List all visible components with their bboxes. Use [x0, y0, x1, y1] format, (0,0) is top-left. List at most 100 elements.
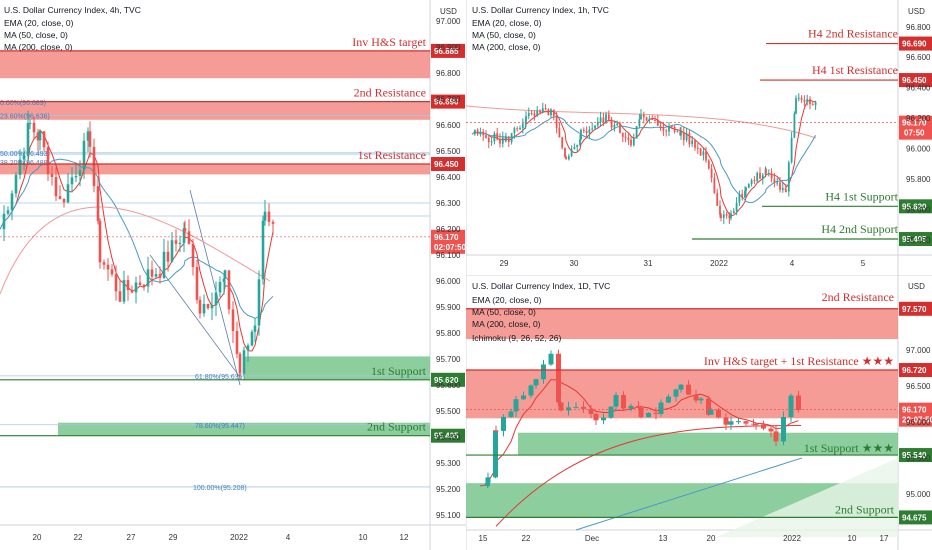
- h1-candle-body: [567, 156, 570, 160]
- h4-y-tick: 95.100: [436, 511, 461, 520]
- d1-candle-body: [743, 421, 749, 424]
- h4-y-tick: 95.700: [436, 355, 461, 364]
- d1-last-price: 96.170: [902, 406, 927, 415]
- h4-candle-body: [50, 173, 54, 178]
- d1-countdown: 22:07:50: [902, 416, 932, 425]
- h1-candle-body: [605, 114, 607, 123]
- h4-price-tag: 95.620: [434, 376, 459, 385]
- h4-y-tick: 95.900: [436, 303, 461, 312]
- h1-candle-body: [688, 133, 691, 145]
- h4-candle-body: [130, 290, 134, 293]
- h4-candle-body: [78, 170, 82, 176]
- h4-fib-label: 50.00%(96.493): [0, 151, 50, 158]
- h1-candle-body: [490, 141, 493, 143]
- h4-fib-label: 0.00%(96.689): [0, 100, 46, 107]
- d1-y-tick: 96.500: [906, 382, 931, 391]
- h4-y-tick: 96.400: [436, 173, 461, 182]
- h4-countdown: 02:07:50: [434, 243, 466, 252]
- h1-candle-body: [539, 110, 541, 113]
- h4-candle-body: [114, 274, 118, 292]
- h1-candle-body: [487, 137, 490, 143]
- h1-candle-body: [541, 108, 544, 113]
- d1-level-label: 1st Support ★★★: [804, 441, 894, 455]
- h1-candle-body: [765, 168, 767, 174]
- h1-candle-body: [558, 127, 561, 138]
- h4-candle-body: [271, 221, 275, 224]
- h1-indicator-ema: EMA (20, close, 0): [472, 18, 542, 28]
- h4-candle-body: [46, 147, 50, 174]
- h1-y-tick: 96.800: [906, 23, 931, 32]
- h1-candle-body: [479, 131, 482, 135]
- h1-candle-body: [596, 122, 599, 126]
- h1-candle-body: [656, 119, 659, 126]
- h4-price-tag-bg: [431, 428, 465, 443]
- d1-candle-body: [728, 421, 734, 425]
- h4-candle-body: [118, 291, 122, 302]
- h1-candle-body: [753, 180, 756, 182]
- d1-level-label: 2nd Support: [835, 502, 895, 516]
- h1-candle-body: [722, 214, 725, 218]
- h4-indicator-ema: EMA (20, close, 0): [4, 18, 74, 28]
- h1-chart-panel[interactable]: H4 2nd Resistance 96.690 H4 1st Resistance…: [466, 0, 932, 275]
- h4-price-tag: 96.690: [434, 98, 459, 107]
- d1-candle-body: [761, 424, 766, 429]
- h4-candle-body: [62, 198, 66, 203]
- h1-candle-body: [659, 125, 662, 128]
- d1-1st-resistance-zone: [466, 370, 898, 419]
- h4-y-tick: 96.800: [436, 69, 461, 78]
- h1-candle-body: [579, 139, 581, 145]
- d1-candle-body: [608, 406, 614, 418]
- d1-candle-body: [638, 407, 644, 418]
- h1-candle-body: [496, 133, 499, 140]
- h1-price-tag-bg: [899, 73, 932, 88]
- d1-candle-body: [636, 405, 641, 408]
- h1-candle-body: [624, 136, 627, 138]
- h1-candle-body: [680, 132, 682, 136]
- h1-currency: USD: [908, 7, 925, 16]
- h1-candle-body: [744, 190, 746, 198]
- h4-candle-body: [191, 243, 195, 268]
- h4-candle-body: [242, 350, 246, 374]
- d1-candle-body: [736, 421, 741, 423]
- h4-candle-body: [38, 131, 42, 141]
- d1-y-tick: 95.000: [906, 490, 931, 499]
- h4-level-label: 2nd Resistance: [354, 86, 426, 100]
- h4-candle-body: [170, 240, 174, 262]
- h1-candle-body: [564, 147, 566, 157]
- h4-candle-body: [82, 140, 86, 171]
- h1-candle-body: [725, 214, 728, 216]
- h4-y-tick: 96.500: [436, 147, 461, 156]
- h4-level-label: 1st Support: [371, 364, 427, 378]
- h1-x-tick: 2022: [710, 259, 728, 268]
- h1-candle-body: [640, 114, 642, 120]
- h1-candle-body: [635, 126, 638, 139]
- h4-chart-panel[interactable]: 0.00%(96.689) 23.60%(96.636) 50.00%(96.493…: [0, 0, 466, 550]
- h1-candle-body: [519, 128, 521, 130]
- d1-chart-panel[interactable]: 2nd Resistance 97.570 Inv H&S target + 1st…: [466, 275, 932, 550]
- h4-fib-label: 78.60%(95.447): [195, 423, 245, 430]
- h4-candle-body: [206, 304, 210, 309]
- h4-candle-body: [267, 211, 271, 222]
- h4-indicator-ma50: MA (50, close, 0): [4, 30, 68, 40]
- h1-ma200-line: [466, 105, 817, 139]
- h4-candle-body: [96, 186, 100, 221]
- h4-title: U.S. Dollar Currency Index, 4h, TVC: [4, 5, 141, 15]
- h4-candle-body: [14, 174, 18, 194]
- h1-candle-body: [536, 110, 539, 116]
- h4-y-tick: 95.300: [436, 459, 461, 468]
- h1-candle-body: [513, 128, 516, 134]
- h1-last-price-bg: [899, 115, 932, 140]
- h4-candle-body: [250, 331, 254, 346]
- d1-candle-body: [686, 384, 691, 395]
- d1-candle-body: [533, 379, 539, 386]
- h4-candle-body: [36, 132, 40, 141]
- h1-candle-body: [580, 129, 582, 140]
- d1-candle-body: [781, 417, 786, 442]
- h4-y-tick: 95.200: [436, 485, 461, 494]
- h1-candle-body: [648, 118, 651, 121]
- h1-candle-body: [588, 129, 591, 134]
- h4-y-tick: 97.000: [436, 17, 461, 26]
- h1-candle-body: [738, 194, 741, 203]
- h4-candle-body: [110, 269, 114, 275]
- d1-candle-body: [581, 406, 586, 409]
